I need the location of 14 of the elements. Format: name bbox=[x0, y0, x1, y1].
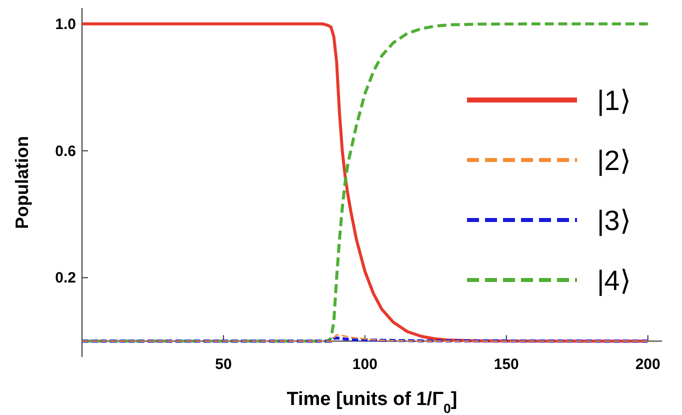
y-tick-label: 0.2 bbox=[55, 270, 76, 287]
legend-label: |3⟩ bbox=[597, 205, 631, 236]
x-tick-label: 50 bbox=[215, 356, 232, 374]
x-tick-label: 200 bbox=[635, 356, 660, 374]
legend-label: |4⟩ bbox=[597, 265, 631, 296]
y-axis-title: Population bbox=[12, 136, 32, 229]
x-axis-title: Time [units of 1/Γ$_{0}$] bbox=[286, 389, 458, 415]
line-series bbox=[81, 334, 649, 342]
x-tick-label: 150 bbox=[494, 356, 519, 374]
y-tick-label: 1.0 bbox=[55, 16, 76, 33]
legend-label: |2⟩ bbox=[597, 145, 631, 176]
legend-label: |1⟩ bbox=[597, 85, 631, 116]
x-tick-label: 100 bbox=[352, 356, 378, 374]
y-tick-label: 0.6 bbox=[55, 142, 76, 160]
